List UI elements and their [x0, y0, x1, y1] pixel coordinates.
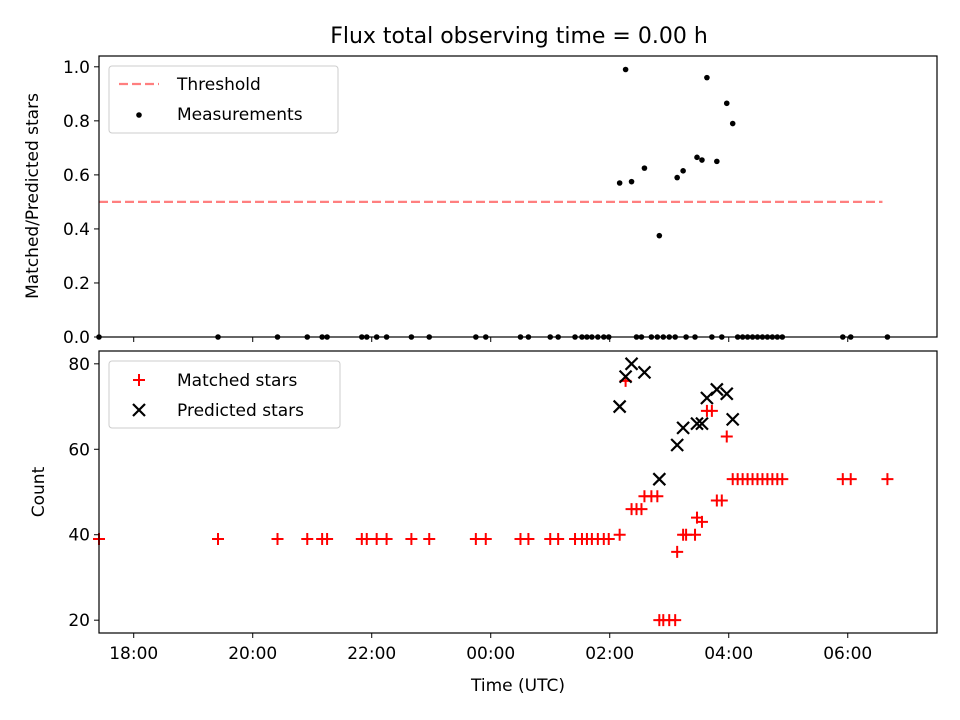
predicted-star-point	[670, 438, 684, 452]
matched-star-point	[695, 515, 708, 528]
measurement-point	[694, 154, 700, 161]
count-y-ticks: 20 40 60 80	[68, 355, 99, 631]
count-x-ticks: 18:00 20:00 22:00 00:00 02:00 04:00 06:00	[109, 633, 872, 664]
count-plot-area	[93, 357, 894, 627]
ratio-panel: 0.0 0.2 0.4 0.6 0.8 1.0 Matched/Predicted sta…	[23, 55, 938, 348]
matched-star-point	[212, 533, 225, 545]
matched-star-point	[271, 533, 284, 545]
predicted-star-point	[676, 421, 690, 435]
matched-star-point	[689, 528, 702, 541]
ratio-legend-box	[108, 65, 339, 134]
predicted-star-point	[710, 382, 724, 397]
matched-star-point	[844, 473, 857, 486]
matched-star-point	[423, 533, 436, 545]
x-tick-label: 18:00	[109, 644, 158, 664]
count-legend: Matched stars Predicted stars	[108, 360, 341, 429]
matched-star-point	[651, 490, 664, 503]
measurement-point	[674, 174, 680, 181]
matched-star-point	[479, 533, 492, 545]
matched-star-point	[635, 503, 648, 516]
matched-star-point	[602, 533, 615, 545]
x-tick-label: 00:00	[466, 644, 515, 664]
x-tick-label: 22:00	[347, 644, 396, 664]
measurement-point	[641, 165, 648, 171]
predicted-star-point	[719, 386, 734, 401]
ratio-axes-frame	[98, 55, 938, 338]
matched-star-point	[522, 533, 535, 545]
ratio-y-tick-label: 0.8	[63, 112, 90, 132]
matched-star-point	[776, 473, 789, 486]
ratio-y-ticks: 0.0 0.2 0.4 0.6 0.8 1.0	[63, 58, 99, 348]
matched-star-point	[321, 533, 334, 545]
predicted-star-point	[618, 369, 633, 384]
measurement-point	[723, 100, 730, 107]
x-tick-label: 02:00	[585, 644, 634, 664]
measurement-point	[704, 74, 710, 81]
measurement-point	[628, 178, 635, 185]
legend-matched-swatch	[133, 374, 145, 386]
legend-matched-label: Matched stars	[177, 371, 297, 391]
count-y-tick-label: 60	[68, 440, 90, 460]
x-tick-label: 06:00	[823, 644, 872, 664]
legend-predicted-label: Predicted stars	[177, 401, 304, 421]
predicted-star-point	[652, 472, 667, 486]
matched-star-point	[720, 430, 733, 443]
ratio-y-tick-label: 0.2	[63, 274, 90, 294]
legend-predicted-swatch	[132, 403, 146, 417]
predicted-star-point	[624, 357, 639, 371]
matched-star-point	[881, 473, 894, 486]
measurement-point	[616, 180, 623, 186]
legend-measurements-swatch	[136, 112, 142, 118]
legend-threshold-label: Threshold	[176, 75, 261, 95]
ratio-x-ticks	[133, 337, 849, 342]
count-legend-box	[108, 360, 341, 429]
count-axes-frame	[98, 350, 938, 634]
ratio-legend: Threshold Measurements	[108, 65, 339, 134]
matched-star-point	[671, 545, 684, 558]
predicted-star-point	[637, 365, 652, 380]
ratio-y-tick-label: 0.4	[63, 220, 90, 240]
measurement-point	[656, 232, 663, 239]
predicted-star-point	[612, 399, 627, 414]
ratio-y-tick-label: 0.6	[63, 166, 90, 186]
matched-star-point	[405, 533, 418, 545]
count-y-tick-label: 20	[68, 611, 90, 631]
x-axis-label: Time (UTC)	[470, 676, 565, 696]
predicted-star-point	[690, 416, 704, 431]
matched-star-point	[669, 614, 682, 627]
x-tick-label: 20:00	[228, 644, 277, 664]
measurement-point	[680, 168, 686, 174]
matched-star-point	[715, 494, 728, 507]
predicted-star-point	[725, 412, 740, 427]
count-panel: 20 40 60 80 18:00 20:00 22:00 00:00 02:00 04:00 0…	[29, 350, 938, 696]
count-y-tick-label: 40	[68, 526, 90, 546]
count-y-tick-label: 80	[68, 355, 90, 375]
matched-star-point	[705, 404, 718, 417]
count-y-axis-label: Count	[29, 466, 49, 517]
ratio-y-axis-label: Matched/Predicted stars	[23, 93, 43, 299]
predicted-star-point	[695, 416, 709, 431]
measurement-point	[622, 66, 629, 73]
measurement-point	[699, 157, 705, 163]
ratio-y-tick-label: 0.0	[63, 328, 90, 348]
x-tick-label: 04:00	[704, 644, 753, 664]
matched-star-point	[301, 533, 314, 545]
ratio-y-tick-label: 1.0	[63, 58, 90, 78]
measurement-point	[714, 158, 720, 165]
matched-star-point	[380, 533, 393, 545]
legend-measurements-label: Measurements	[177, 105, 303, 125]
matched-star-point	[552, 533, 565, 545]
figure-title: Flux total observing time = 0.00 h	[330, 24, 708, 49]
matched-star-point	[613, 528, 626, 541]
measurement-point	[729, 120, 736, 127]
